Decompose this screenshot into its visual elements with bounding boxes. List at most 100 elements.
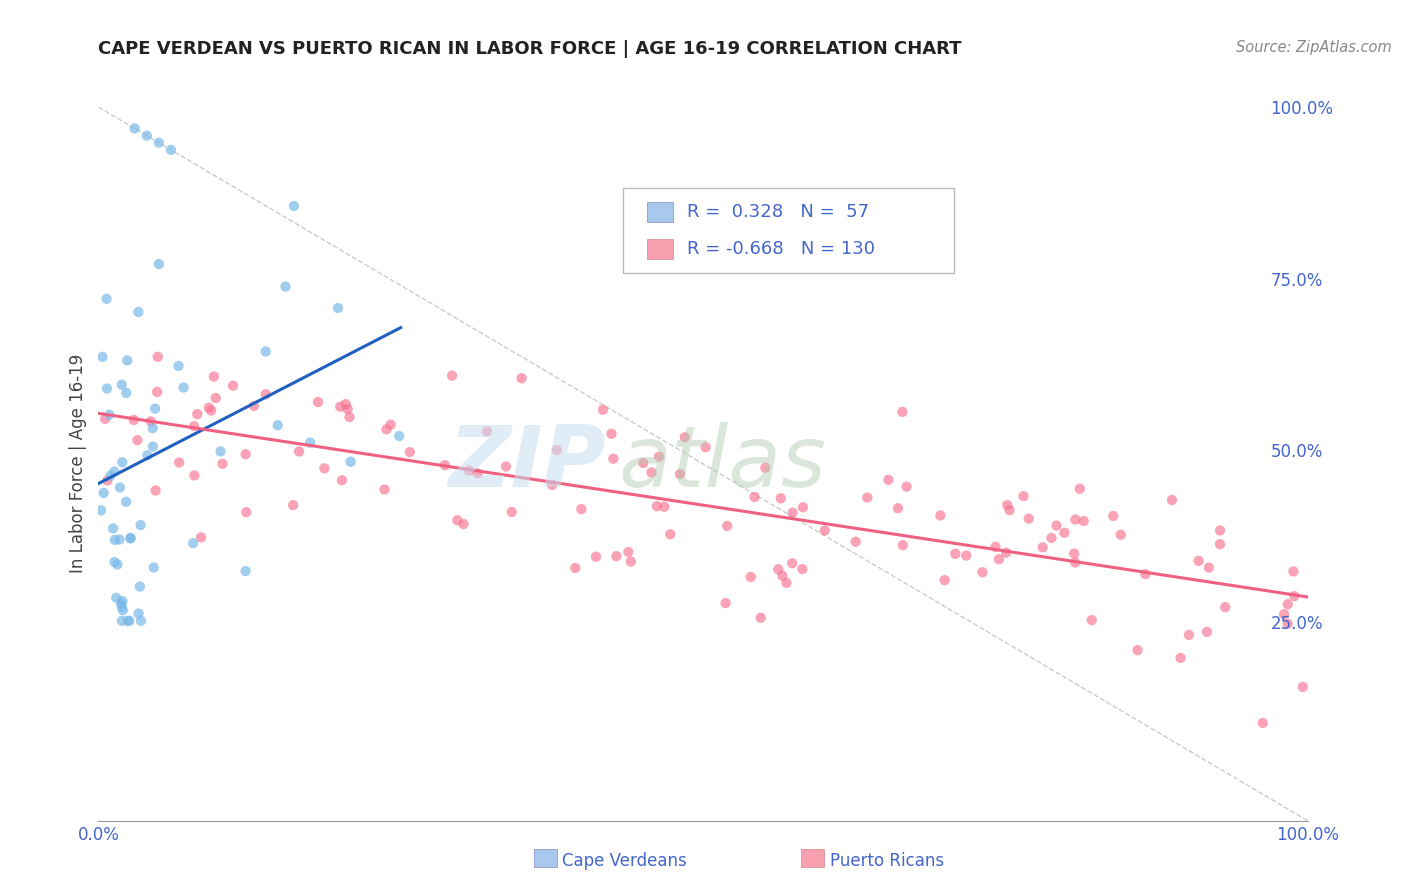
Point bbox=[1156, 537, 1178, 551]
Point bbox=[1147, 608, 1170, 623]
Point bbox=[790, 491, 813, 505]
Point bbox=[1045, 497, 1067, 511]
Point bbox=[600, 487, 623, 501]
Point bbox=[693, 417, 716, 432]
Point bbox=[422, 468, 444, 483]
Point bbox=[546, 361, 568, 376]
Point bbox=[297, 547, 319, 561]
Point bbox=[201, 297, 224, 311]
Text: Puerto Ricans: Puerto Ricans bbox=[830, 852, 943, 870]
Point bbox=[202, 594, 225, 608]
Point bbox=[217, 469, 239, 483]
Point bbox=[675, 484, 697, 499]
Point bbox=[305, 387, 328, 401]
Point bbox=[214, 409, 236, 424]
Point bbox=[425, 410, 447, 425]
Text: Source: ZipAtlas.com: Source: ZipAtlas.com bbox=[1236, 40, 1392, 55]
Point bbox=[214, 426, 236, 441]
Point bbox=[382, 388, 405, 402]
Point bbox=[1101, 623, 1123, 637]
Point bbox=[184, 466, 207, 480]
Point bbox=[186, 594, 208, 608]
Point bbox=[169, 471, 191, 485]
Point bbox=[264, 389, 287, 403]
Point bbox=[711, 427, 734, 442]
Point bbox=[494, 501, 516, 516]
Point bbox=[381, 293, 404, 308]
Point bbox=[218, 374, 240, 388]
Point bbox=[297, 434, 319, 449]
Point bbox=[193, 594, 215, 608]
Point bbox=[973, 524, 995, 538]
Point bbox=[752, 552, 775, 566]
Point bbox=[191, 594, 214, 608]
Point bbox=[274, 432, 297, 446]
Point bbox=[219, 134, 242, 148]
Point bbox=[250, 520, 273, 534]
Point bbox=[1045, 538, 1067, 552]
Text: CAPE VERDEAN VS PUERTO RICAN IN LABOR FORCE | AGE 16-19 CORRELATION CHART: CAPE VERDEAN VS PUERTO RICAN IN LABOR FO… bbox=[98, 40, 962, 58]
Point bbox=[669, 436, 692, 450]
Point bbox=[976, 535, 998, 549]
Point bbox=[186, 442, 208, 456]
Point bbox=[250, 407, 273, 421]
Point bbox=[1213, 693, 1236, 707]
Point bbox=[790, 539, 813, 553]
Point bbox=[177, 506, 200, 520]
Point bbox=[1241, 547, 1264, 561]
Point bbox=[484, 359, 506, 373]
Point bbox=[270, 380, 292, 394]
Point bbox=[180, 516, 202, 531]
Point bbox=[488, 498, 510, 512]
Point bbox=[285, 368, 308, 383]
Point bbox=[946, 532, 969, 546]
Text: Cape Verdeans: Cape Verdeans bbox=[562, 852, 688, 870]
Point bbox=[238, 442, 260, 457]
Point bbox=[1132, 478, 1154, 492]
Point bbox=[181, 541, 204, 555]
Point bbox=[876, 458, 898, 473]
Point bbox=[631, 533, 654, 547]
Point bbox=[190, 480, 212, 494]
Point bbox=[889, 393, 911, 408]
Point bbox=[190, 343, 212, 358]
Point bbox=[194, 515, 217, 529]
Point bbox=[1015, 524, 1038, 538]
Point bbox=[643, 528, 665, 542]
Point bbox=[662, 451, 685, 466]
Point bbox=[190, 375, 212, 389]
Point bbox=[619, 392, 641, 406]
Point bbox=[628, 438, 651, 452]
Point bbox=[731, 503, 754, 517]
Point bbox=[208, 128, 231, 142]
Point bbox=[167, 488, 190, 502]
Point bbox=[595, 543, 617, 558]
Point bbox=[384, 459, 406, 474]
Point bbox=[613, 533, 636, 547]
Point bbox=[858, 475, 880, 490]
Point bbox=[392, 442, 415, 456]
Point bbox=[537, 490, 560, 504]
Point bbox=[218, 340, 240, 354]
Point bbox=[627, 415, 650, 429]
Point bbox=[1233, 588, 1256, 602]
Point bbox=[1043, 530, 1066, 544]
Point bbox=[884, 486, 907, 500]
Point bbox=[179, 538, 201, 552]
Point bbox=[936, 530, 959, 544]
Point bbox=[202, 561, 225, 575]
Point bbox=[780, 551, 803, 566]
Point bbox=[356, 423, 378, 437]
Point bbox=[340, 483, 363, 498]
Point bbox=[391, 398, 413, 412]
Point bbox=[242, 370, 264, 384]
Point bbox=[962, 548, 984, 562]
Point bbox=[211, 402, 233, 417]
Point bbox=[890, 522, 912, 536]
Point bbox=[779, 476, 801, 491]
Point bbox=[340, 195, 363, 210]
Point bbox=[578, 430, 600, 444]
Point bbox=[333, 273, 356, 287]
Point bbox=[515, 412, 537, 426]
Point bbox=[681, 511, 703, 525]
